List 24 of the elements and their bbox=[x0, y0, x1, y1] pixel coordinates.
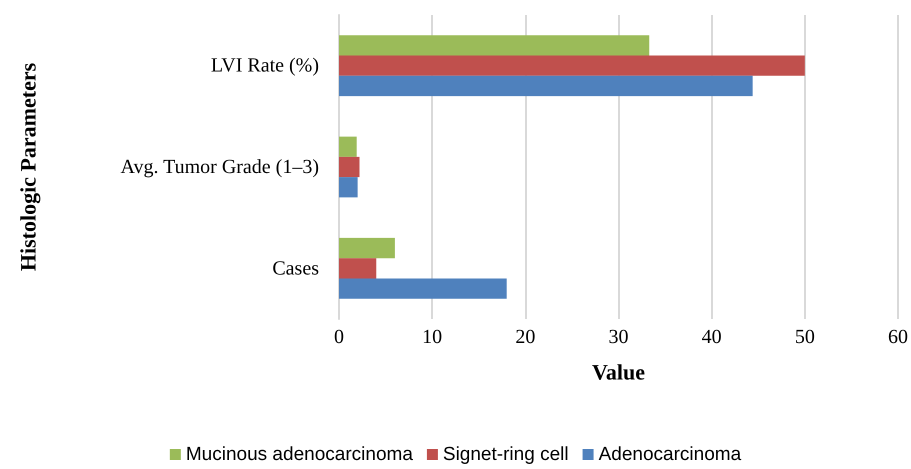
legend-label: Adenocarcinoma bbox=[598, 444, 742, 465]
bar bbox=[339, 56, 805, 76]
y-tick-label: LVI Rate (%) bbox=[210, 54, 319, 77]
bar bbox=[339, 238, 395, 258]
legend-label: Mucinous adenocarcinoma bbox=[186, 444, 414, 465]
x-tick-label: 60 bbox=[888, 326, 908, 348]
bar bbox=[339, 278, 507, 299]
y-tick-label: Avg. Tumor Grade (1–3) bbox=[120, 156, 319, 178]
x-tick-label: 20 bbox=[515, 326, 536, 348]
bar bbox=[339, 156, 360, 178]
legend-label: Signet-ring cell bbox=[442, 444, 569, 465]
bar bbox=[339, 35, 650, 56]
bar bbox=[339, 177, 358, 198]
x-tick-label: 0 bbox=[334, 326, 344, 348]
y-tick-label: Cases bbox=[272, 257, 320, 280]
bar bbox=[339, 258, 376, 278]
x-axis-title: Value bbox=[592, 360, 646, 384]
y-axis-title: Histologic Parameters bbox=[16, 62, 40, 272]
bar bbox=[339, 136, 357, 157]
x-tick-label: 40 bbox=[702, 326, 722, 348]
bar bbox=[339, 76, 753, 96]
x-tick-label: 50 bbox=[794, 326, 815, 348]
x-tick-label: 30 bbox=[608, 326, 628, 348]
x-tick-label: 10 bbox=[422, 326, 442, 348]
